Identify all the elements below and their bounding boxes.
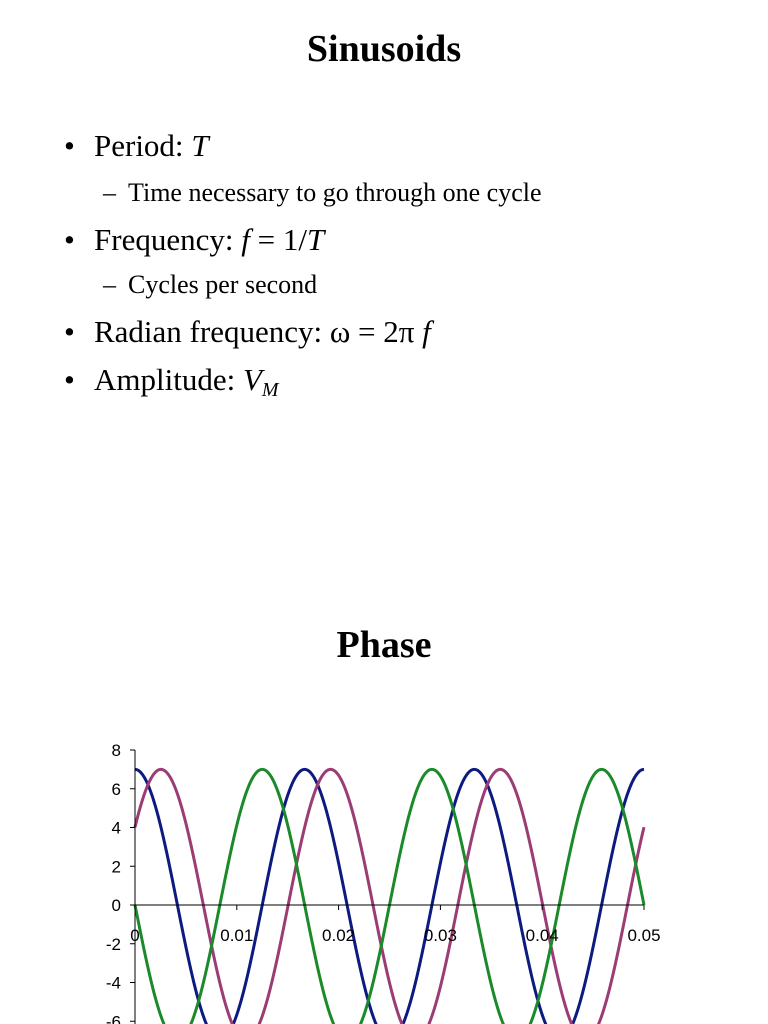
x-tick-label: 0.05 (627, 926, 660, 945)
bullet-period: • Period: T (64, 128, 209, 164)
phase-chart: 8 6 4 2 0 -2 -4 -6 0 0.01 0.02 0.03 0.04 0.05 (106, 741, 661, 1024)
bullet-label: Frequency: (94, 222, 242, 257)
bullet-frequency: • Frequency: f = 1/T (64, 222, 324, 258)
x-tick-label: 0.01 (220, 926, 253, 945)
slide-title-sinusoids: Sinusoids (306, 28, 462, 70)
math-V: V (242, 362, 262, 397)
x-tick-label: 0.04 (526, 926, 559, 945)
y-tick-label: 6 (112, 780, 121, 799)
x-tick-label: 0 (130, 926, 139, 945)
bullet-radian-frequency: • Radian frequency: ω = 2π f (64, 314, 431, 350)
bullet-symbol: • (64, 222, 75, 257)
subbullet-label: Time necessary to go through one cycle (128, 178, 542, 207)
y-tick-label: 2 (112, 857, 121, 876)
y-tick-label: -2 (106, 935, 121, 954)
math-f: f (241, 222, 250, 257)
subbullet-frequency-desc: – Cycles per second (103, 270, 317, 300)
bullet-symbol: • (64, 314, 75, 349)
x-tick-label: 0.02 (322, 926, 355, 945)
math-f: f (422, 314, 431, 349)
y-tick-label: 4 (112, 819, 121, 838)
math-T: T (191, 128, 209, 163)
math-subscript-M: M (261, 379, 279, 401)
subbullet-period-desc: – Time necessary to go through one cycle (103, 178, 542, 208)
y-tick-label: -6 (106, 1012, 121, 1024)
bullet-amplitude: • Amplitude: VM (64, 362, 279, 402)
y-axis: 8 6 4 2 0 -2 -4 -6 (106, 741, 136, 1024)
math-T: T (306, 222, 325, 257)
y-tick-label: -4 (106, 974, 121, 993)
math-eq: = 1/ (249, 222, 307, 257)
y-tick-label: 8 (112, 741, 121, 760)
dash-symbol: – (103, 270, 116, 299)
series-lines (133, 767, 646, 1024)
bullet-label: Amplitude: (94, 362, 243, 397)
slide-title-phase: Phase (336, 624, 432, 666)
series-line-2 (133, 767, 646, 1024)
dash-symbol: – (103, 178, 116, 207)
x-tick-label: 0.03 (424, 926, 457, 945)
bullet-label: Radian frequency: ω = 2π (94, 314, 423, 349)
bullet-symbol: • (64, 128, 75, 163)
y-tick-label: 0 (112, 896, 121, 915)
bullet-symbol: • (64, 362, 75, 397)
bullet-label: Period: (94, 128, 192, 163)
x-axis: 0 0.01 0.02 0.03 0.04 0.05 (130, 904, 661, 945)
subbullet-label: Cycles per second (128, 270, 318, 299)
